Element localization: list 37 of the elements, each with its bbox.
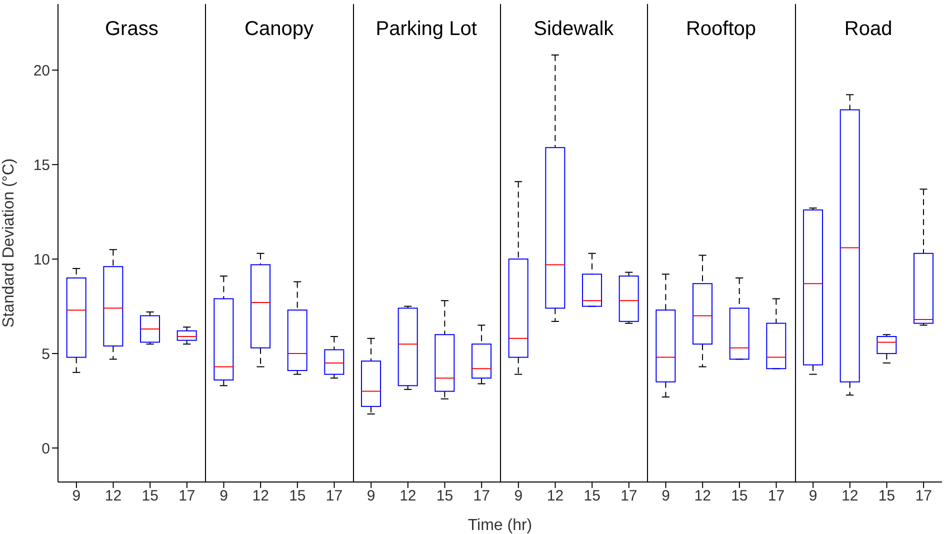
y-tick-label: 10 (33, 251, 50, 268)
y-tick-label: 5 (42, 346, 50, 363)
annotation: Parking Lot (374, 18, 478, 41)
x-tick-label: 9 (220, 488, 228, 505)
y-tick-label: 15 (33, 156, 50, 174)
x-tick-label: 15 (584, 488, 600, 505)
annotation: Canopy (244, 18, 314, 41)
x-tick-label: 9 (366, 488, 376, 505)
x-tick-label: 9 (72, 488, 81, 505)
y-tick-label: 20 (33, 62, 50, 80)
x-tick-label: 17 (178, 488, 196, 505)
x-tick-label: 12 (694, 488, 711, 505)
x-axis-title: Time (hr) (468, 517, 532, 534)
x-tick-label: 15 (289, 488, 306, 505)
y-tick-label: 0 (42, 440, 50, 458)
annotation: Grass (104, 18, 160, 41)
x-tick-label: 17 (473, 488, 490, 505)
x-tick-label: 17 (326, 488, 343, 505)
x-tick-label: 17 (768, 488, 785, 505)
x-tick-label: 12 (842, 488, 858, 505)
x-tick-label: 9 (662, 488, 670, 505)
x-tick-label: 15 (878, 488, 896, 505)
x-tick-label: 12 (546, 488, 564, 505)
x-tick-label: 17 (620, 488, 638, 505)
x-tick-label: 9 (514, 488, 523, 505)
y-axis-title: Standard Deviation (°C) (0, 158, 18, 328)
x-tick-label: 12 (104, 488, 122, 505)
x-tick-label: 15 (142, 488, 158, 505)
x-tick-label: 15 (731, 488, 748, 505)
x-tick-label: 17 (915, 488, 932, 505)
annotation: Road (843, 18, 894, 41)
x-tick-label: 12 (252, 488, 269, 505)
x-tick-label: 9 (808, 488, 818, 505)
x-tick-label: 15 (436, 488, 454, 505)
annotation: Sidewalk (532, 18, 615, 41)
x-tick-label: 12 (400, 488, 416, 505)
annotation: Rooftop (684, 18, 758, 41)
